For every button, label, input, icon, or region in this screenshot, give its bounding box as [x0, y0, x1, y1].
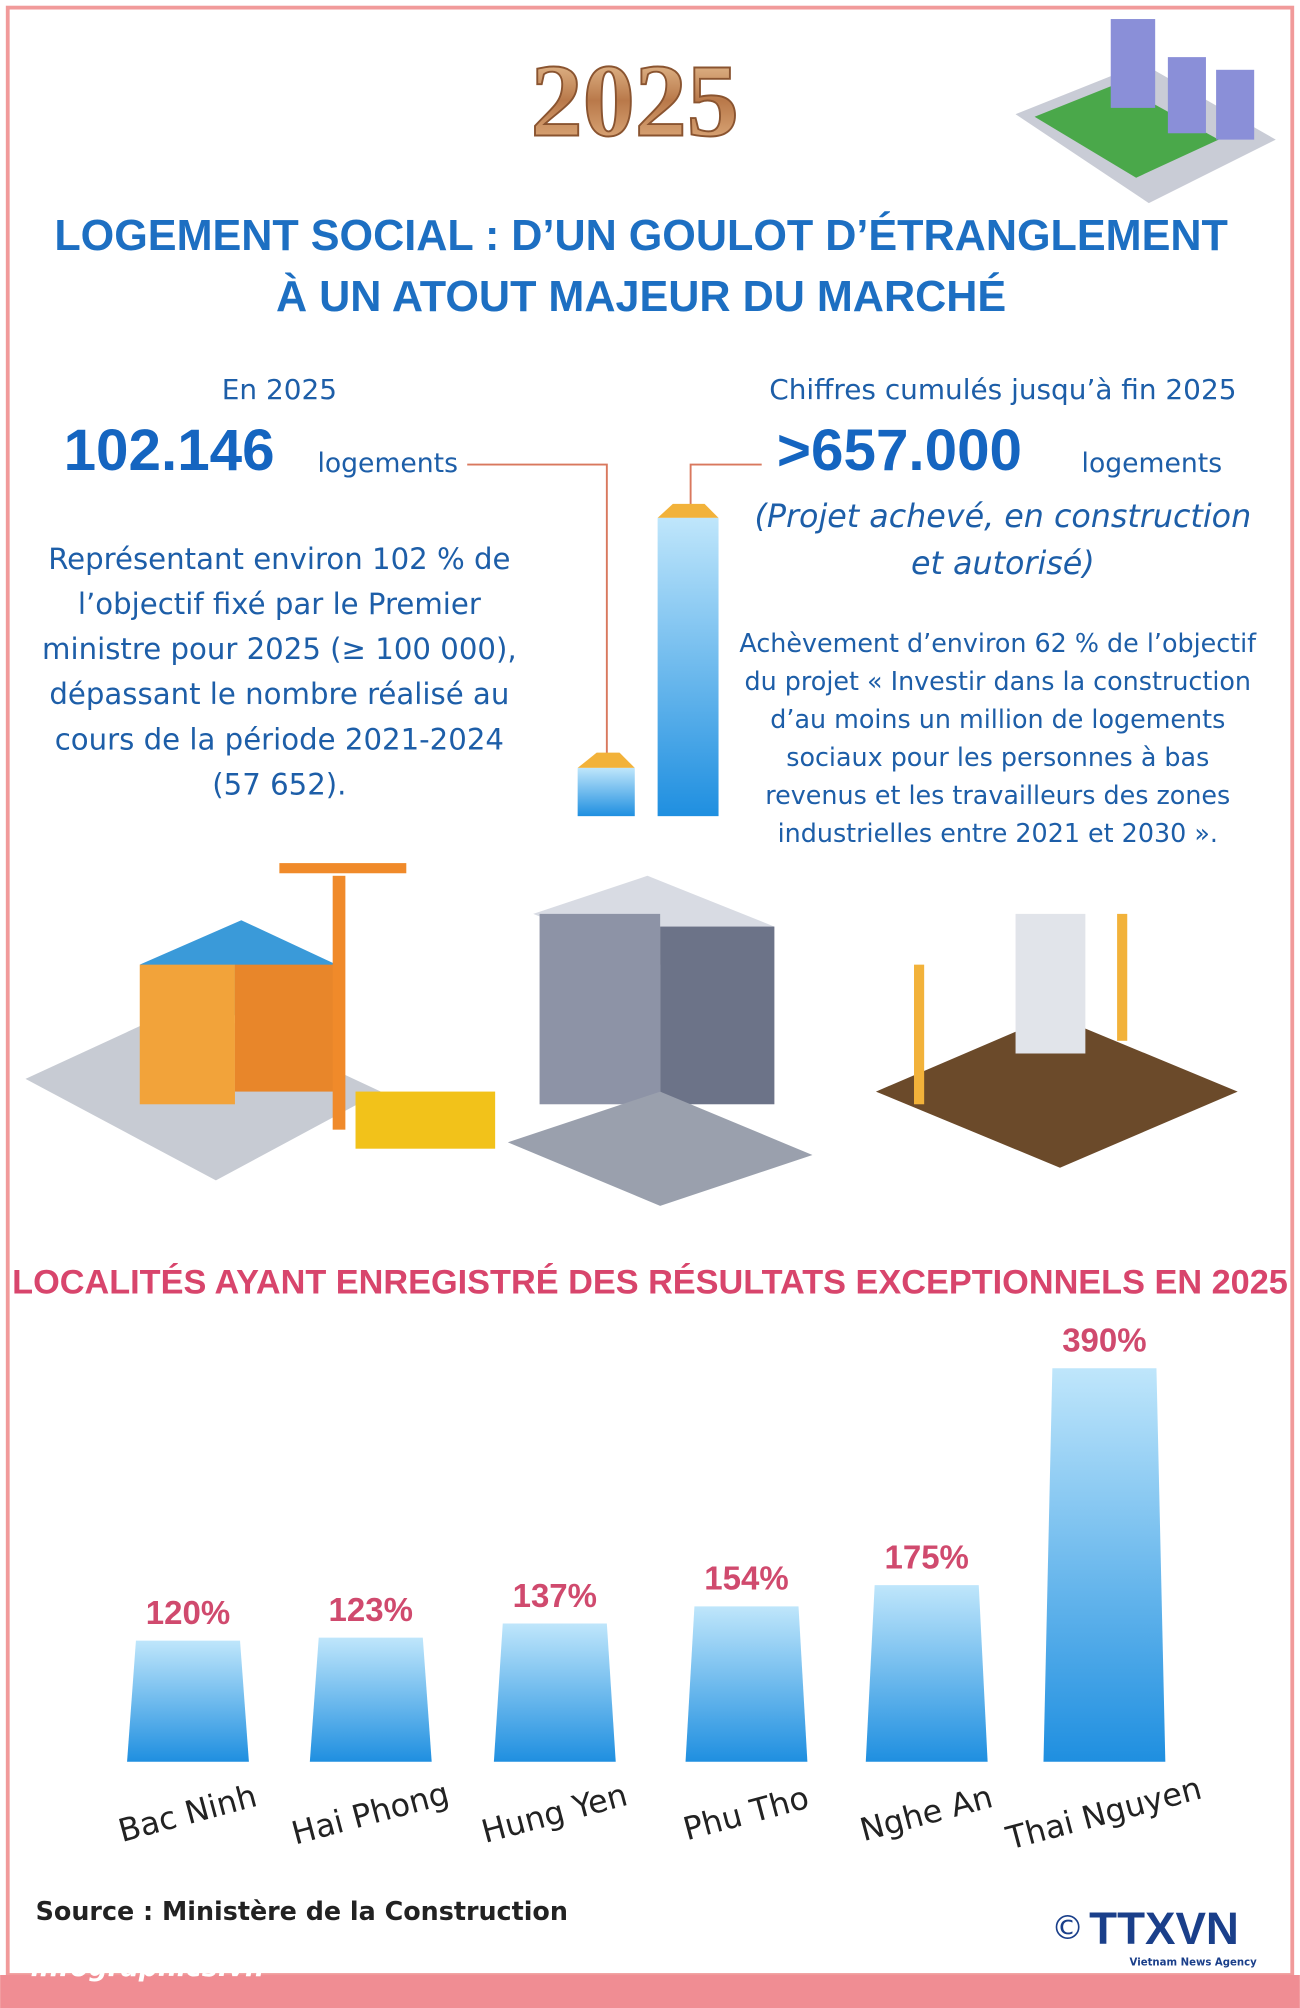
right-text-line: Achèvement d’environ 62 % de l’objectif: [739, 628, 1257, 658]
right-text-line: industrielles entre 2021 et 2030 ».: [778, 818, 1218, 848]
small-bar: [577, 767, 635, 817]
right-text-line: revenus et les travailleurs des zones: [765, 780, 1230, 810]
value-label: 120%: [146, 1594, 230, 1631]
tall-bar-top: [657, 503, 719, 518]
site: infographics.vn: [31, 1952, 264, 1983]
value-label: 175%: [884, 1539, 968, 1576]
left-text-line: cours de la période 2021-2024: [55, 722, 504, 756]
right-text-line: sociaux pour les personnes à bas: [786, 742, 1209, 772]
construction-illustrations: [25, 863, 1238, 1206]
agency: TTXVN: [1089, 1903, 1239, 1954]
footer-band: [0, 1974, 1300, 2008]
right-number: >657.000: [777, 418, 1022, 483]
right-note: et autorisé): [911, 546, 1095, 582]
title-line: LOGEMENT SOCIAL : D’UN GOULOT D’ÉTRANGLE…: [54, 212, 1228, 260]
bar: [493, 1623, 616, 1762]
right-note: (Projet achevé, en construction: [755, 499, 1252, 535]
left-text-line: (57 652).: [212, 767, 346, 801]
year: 2025: [531, 43, 739, 159]
bar: [685, 1606, 808, 1762]
bar: [309, 1637, 432, 1762]
value-label: 123%: [329, 1591, 413, 1628]
chart-title: LOCALITÉS AYANT ENREGISTRÉ DES RÉSULTATS…: [12, 1262, 1288, 1302]
right-label: Chiffres cumulés jusqu’à fin 2025: [769, 373, 1236, 406]
right-unit: logements: [1082, 448, 1223, 479]
category-label: Hai Phong: [288, 1776, 453, 1852]
connector: [689, 463, 762, 508]
bar: [1043, 1368, 1166, 1762]
city-illustration: [1015, 19, 1276, 204]
small-bar-top: [577, 752, 635, 768]
value-label: 390%: [1062, 1322, 1146, 1359]
category-label: Nghe An: [856, 1779, 996, 1849]
copyright: ©: [1051, 1908, 1084, 1947]
agency-sub: Vietnam News Agency: [1130, 1957, 1258, 1968]
left-text-line: Représentant environ 102 % de: [48, 542, 510, 576]
value-label: 137%: [513, 1577, 597, 1614]
bar: [865, 1585, 988, 1762]
connector: [467, 463, 608, 756]
category-label: Thai Nguyen: [1002, 1771, 1206, 1858]
left-text-line: l’objectif fixé par le Premier: [78, 587, 481, 621]
left-text-line: ministre pour 2025 (≥ 100 000),: [42, 632, 517, 666]
right-text-line: du projet « Investir dans la constructio…: [745, 666, 1251, 696]
value-label: 154%: [704, 1560, 788, 1597]
left-label: En 2025: [222, 373, 337, 406]
title-line: À UN ATOUT MAJEUR DU MARCHÉ: [276, 273, 1006, 321]
left-number: 102.146: [64, 418, 275, 483]
category-label: Bac Ninh: [115, 1778, 261, 1849]
source: Source : Ministère de la Construction: [36, 1896, 568, 1926]
left-unit: logements: [317, 448, 458, 479]
tall-bar: [657, 517, 719, 817]
category-label: Hung Yen: [478, 1777, 631, 1850]
right-text-line: d’au moins un million de logements: [770, 704, 1225, 734]
bar: [127, 1640, 249, 1762]
left-text-line: dépassant le nombre réalisé au: [49, 677, 509, 711]
category-label: Phu Tho: [680, 1780, 813, 1848]
